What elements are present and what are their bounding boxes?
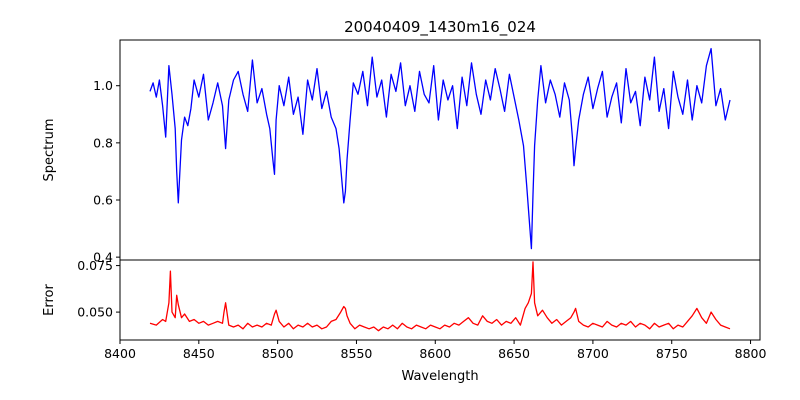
x-tick-label: 8500 — [262, 346, 294, 361]
x-axis-ticks: 8400 8450 8500 8550 8600 8650 8700 8750 8800 — [104, 340, 766, 361]
x-tick-label: 8550 — [341, 346, 373, 361]
x-tick-label: 8450 — [183, 346, 215, 361]
error-y-tick-label: 0.050 — [77, 305, 113, 320]
x-tick-label: 8650 — [498, 346, 530, 361]
spectrum-y-ticks: 0.4 0.6 0.8 1.0 — [93, 78, 120, 265]
spectrum-y-tick-label: 0.4 — [93, 250, 113, 265]
error-y-axis-label: Error — [42, 284, 57, 316]
error-y-tick-label: 0.075 — [77, 258, 113, 273]
error-panel: 0.050 0.075 Error — [42, 258, 761, 341]
chart-title: 20040409_1430m16_024 — [344, 18, 536, 37]
x-tick-label: 8800 — [735, 346, 767, 361]
x-tick-label: 8700 — [577, 346, 609, 361]
x-tick-label: 8400 — [104, 346, 136, 361]
spectrum-y-axis-label: Spectrum — [42, 119, 57, 182]
error-series-line — [149, 261, 731, 332]
x-tick-label: 8600 — [419, 346, 451, 361]
spectrum-y-tick-label: 0.6 — [93, 193, 113, 208]
spectrum-y-tick-label: 1.0 — [93, 78, 113, 93]
error-y-ticks: 0.050 0.075 — [77, 258, 120, 320]
spectrum-series-line — [149, 47, 731, 250]
x-tick-label: 8750 — [656, 346, 688, 361]
error-axes-frame — [119, 259, 761, 341]
x-axis-label: Wavelength — [401, 369, 478, 384]
spectrum-y-tick-label: 0.8 — [93, 135, 113, 150]
